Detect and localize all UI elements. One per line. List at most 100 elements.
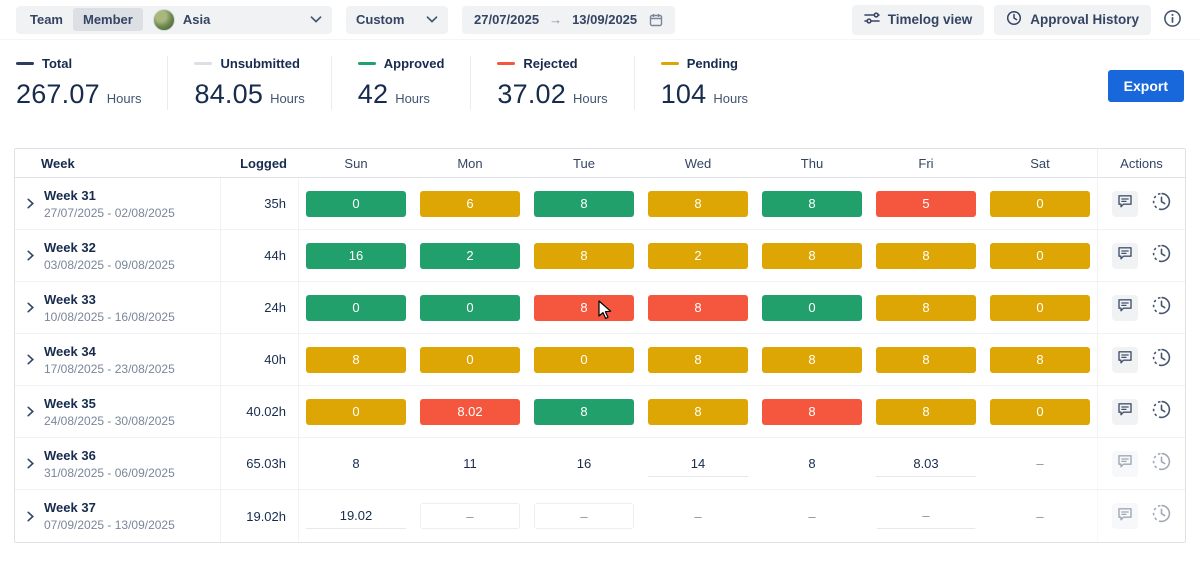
day-cell[interactable]: 8 bbox=[299, 334, 413, 385]
day-hours-value[interactable]: – bbox=[1036, 456, 1044, 471]
day-hours-chip[interactable]: 8 bbox=[648, 190, 748, 217]
day-cell[interactable]: 11 bbox=[413, 438, 527, 489]
chevron-right-icon[interactable] bbox=[27, 406, 34, 417]
day-hours-value[interactable]: – bbox=[420, 503, 520, 529]
day-hours-chip[interactable]: 8 bbox=[534, 190, 634, 217]
chevron-right-icon[interactable] bbox=[27, 458, 34, 469]
day-hours-chip[interactable]: 0 bbox=[420, 346, 520, 373]
day-hours-chip[interactable]: 8 bbox=[876, 242, 976, 269]
day-cell[interactable]: – bbox=[641, 490, 755, 542]
day-hours-chip[interactable]: 0 bbox=[306, 294, 406, 321]
day-hours-chip[interactable]: 2 bbox=[420, 242, 520, 269]
day-cell[interactable]: 8 bbox=[527, 230, 641, 281]
day-hours-chip[interactable]: 0 bbox=[990, 294, 1090, 321]
day-hours-chip[interactable]: 8 bbox=[762, 398, 862, 425]
day-cell[interactable]: 16 bbox=[527, 438, 641, 489]
day-cell[interactable]: 0 bbox=[299, 178, 413, 229]
timer-button[interactable] bbox=[1152, 452, 1171, 476]
day-hours-value[interactable]: 8 bbox=[808, 456, 816, 471]
day-cell[interactable]: – bbox=[755, 490, 869, 542]
day-hours-value[interactable]: – bbox=[1036, 508, 1044, 524]
day-cell[interactable]: 8 bbox=[641, 334, 755, 385]
comment-button[interactable] bbox=[1112, 190, 1138, 217]
day-cell[interactable]: 14 bbox=[641, 438, 755, 489]
day-cell[interactable]: 8 bbox=[869, 230, 983, 281]
day-cell[interactable]: 8 bbox=[641, 386, 755, 437]
day-cell[interactable]: 0 bbox=[983, 282, 1097, 333]
range-preset-select[interactable]: Custom bbox=[346, 5, 448, 34]
timer-button[interactable] bbox=[1152, 504, 1171, 528]
team-toggle[interactable]: Team bbox=[30, 12, 63, 27]
day-hours-chip[interactable]: 0 bbox=[306, 190, 406, 217]
day-cell[interactable]: 0 bbox=[983, 386, 1097, 437]
day-hours-chip[interactable]: 8 bbox=[534, 294, 634, 321]
day-cell[interactable]: 8 bbox=[641, 178, 755, 229]
week-cell[interactable]: Week 35 24/08/2025 - 30/08/2025 bbox=[15, 386, 221, 437]
date-range-picker[interactable]: 27/07/2025 → 13/09/2025 bbox=[462, 5, 676, 34]
day-cell[interactable]: 8 bbox=[755, 334, 869, 385]
day-cell[interactable]: 8 bbox=[869, 282, 983, 333]
day-hours-chip[interactable]: 0 bbox=[990, 242, 1090, 269]
day-cell[interactable]: – bbox=[983, 438, 1097, 489]
day-cell[interactable]: 8.03 bbox=[869, 438, 983, 489]
chevron-right-icon[interactable] bbox=[27, 302, 34, 313]
day-cell[interactable]: 8 bbox=[755, 230, 869, 281]
info-button[interactable] bbox=[1161, 7, 1184, 33]
week-cell[interactable]: Week 32 03/08/2025 - 09/08/2025 bbox=[15, 230, 221, 281]
day-hours-chip[interactable]: 8 bbox=[648, 398, 748, 425]
day-hours-value[interactable]: 14 bbox=[648, 451, 748, 477]
day-hours-chip[interactable]: 16 bbox=[306, 242, 406, 269]
timelog-view-button[interactable]: Timelog view bbox=[851, 4, 985, 35]
day-hours-chip[interactable]: 8 bbox=[990, 346, 1090, 373]
comment-button[interactable] bbox=[1112, 450, 1138, 477]
calendar-icon[interactable] bbox=[649, 13, 663, 27]
day-hours-value[interactable]: – bbox=[876, 503, 976, 529]
day-cell[interactable]: – bbox=[413, 490, 527, 542]
day-cell[interactable]: – bbox=[869, 490, 983, 542]
day-cell[interactable]: 0 bbox=[413, 282, 527, 333]
day-cell[interactable]: – bbox=[527, 490, 641, 542]
day-hours-chip[interactable]: 0 bbox=[762, 294, 862, 321]
day-hours-chip[interactable]: 8 bbox=[876, 294, 976, 321]
comment-button[interactable] bbox=[1112, 398, 1138, 425]
day-hours-chip[interactable]: 0 bbox=[990, 398, 1090, 425]
day-hours-chip[interactable]: 0 bbox=[534, 346, 634, 373]
export-button[interactable]: Export bbox=[1107, 70, 1184, 102]
comment-button[interactable] bbox=[1112, 294, 1138, 321]
day-cell[interactable]: 5 bbox=[869, 178, 983, 229]
day-cell[interactable]: 8 bbox=[755, 438, 869, 489]
day-hours-chip[interactable]: 5 bbox=[876, 190, 976, 217]
day-cell[interactable]: 2 bbox=[641, 230, 755, 281]
day-hours-chip[interactable]: 6 bbox=[420, 190, 520, 217]
chevron-right-icon[interactable] bbox=[27, 198, 34, 209]
day-cell[interactable]: 8 bbox=[869, 386, 983, 437]
week-cell[interactable]: Week 33 10/08/2025 - 16/08/2025 bbox=[15, 282, 221, 333]
week-cell[interactable]: Week 31 27/07/2025 - 02/08/2025 bbox=[15, 178, 221, 229]
day-hours-value[interactable]: 16 bbox=[576, 456, 592, 471]
day-hours-chip[interactable]: 8 bbox=[534, 398, 634, 425]
day-hours-chip[interactable]: 8 bbox=[648, 294, 748, 321]
day-cell[interactable]: 0 bbox=[983, 230, 1097, 281]
chevron-right-icon[interactable] bbox=[27, 511, 34, 522]
date-to[interactable]: 13/09/2025 bbox=[572, 12, 638, 27]
day-cell[interactable]: 8 bbox=[755, 178, 869, 229]
day-cell[interactable]: 0 bbox=[983, 178, 1097, 229]
comment-button[interactable] bbox=[1112, 346, 1138, 373]
day-cell[interactable]: 0 bbox=[527, 334, 641, 385]
date-from[interactable]: 27/07/2025 bbox=[474, 12, 540, 27]
timer-button[interactable] bbox=[1152, 400, 1171, 424]
chevron-down-icon[interactable] bbox=[310, 16, 322, 23]
chevron-right-icon[interactable] bbox=[27, 354, 34, 365]
day-cell[interactable]: 8 bbox=[983, 334, 1097, 385]
day-cell[interactable]: 0 bbox=[755, 282, 869, 333]
week-cell[interactable]: Week 36 31/08/2025 - 06/09/2025 bbox=[15, 438, 221, 489]
member-picker[interactable]: Team Member Asia bbox=[16, 5, 332, 34]
day-hours-chip[interactable]: 8 bbox=[762, 242, 862, 269]
day-hours-value[interactable]: – bbox=[534, 503, 634, 529]
day-cell[interactable]: – bbox=[983, 490, 1097, 542]
approval-history-button[interactable]: Approval History bbox=[994, 4, 1151, 35]
day-cell[interactable]: 8 bbox=[299, 438, 413, 489]
day-hours-value[interactable]: – bbox=[694, 508, 702, 524]
day-hours-chip[interactable]: 2 bbox=[648, 242, 748, 269]
week-cell[interactable]: Week 34 17/08/2025 - 23/08/2025 bbox=[15, 334, 221, 385]
